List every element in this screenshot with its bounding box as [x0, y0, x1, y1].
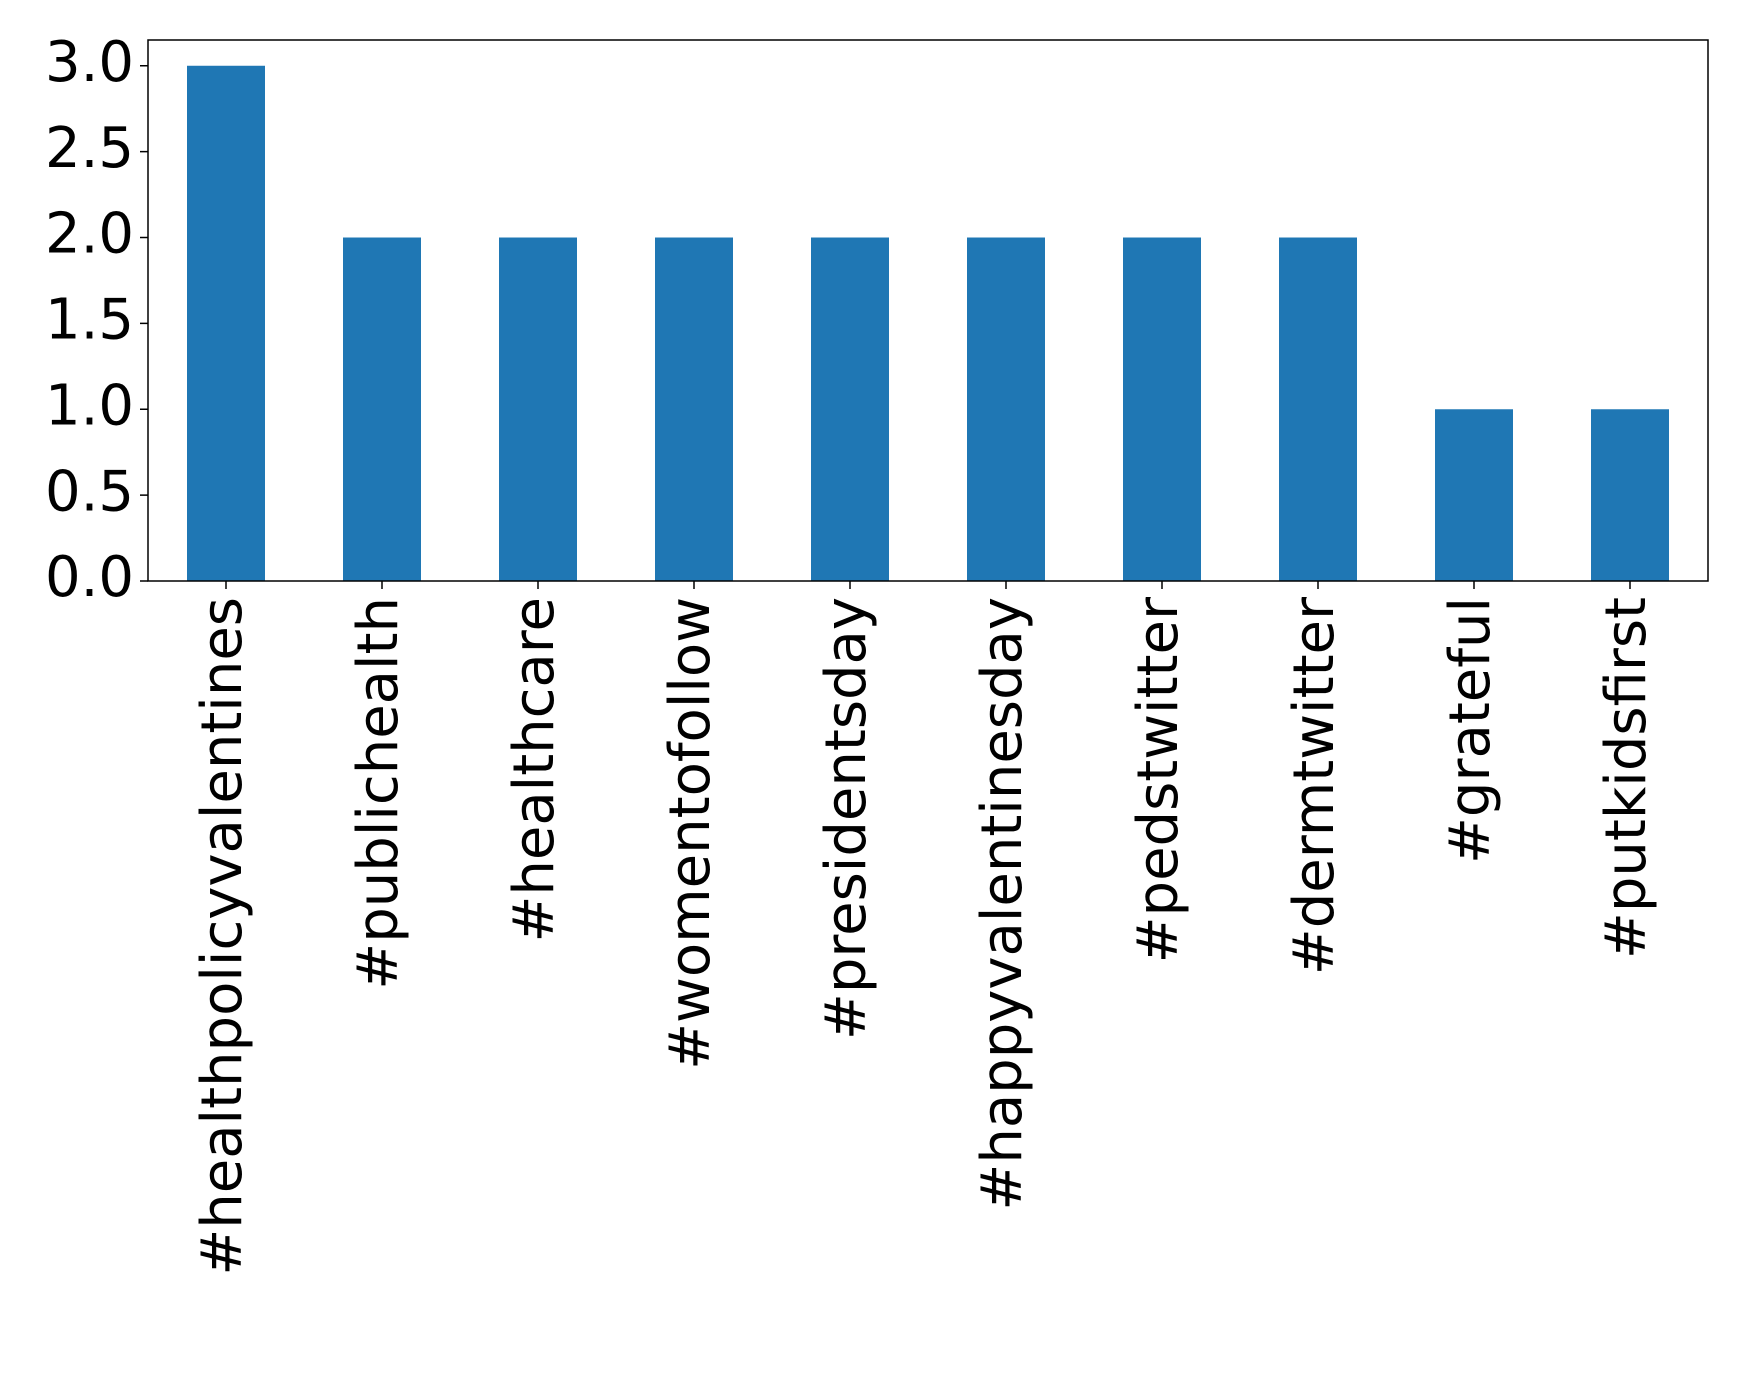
x-tick-label: #dermtwitter	[1282, 596, 1347, 975]
bar	[1591, 409, 1669, 581]
x-tick-label: #grateful	[1438, 597, 1503, 864]
y-tick-label: 1.0	[45, 373, 134, 438]
x-tick-label: #publichealth	[346, 597, 411, 990]
y-tick-label: 1.5	[45, 288, 134, 353]
y-tick-label: 3.0	[45, 30, 134, 95]
x-tick-label: #womentofollow	[658, 597, 723, 1070]
y-tick-label: 2.0	[45, 202, 134, 267]
bar	[811, 237, 889, 581]
x-tick-label: #healthpolicyvalentines	[190, 597, 255, 1276]
x-tick-label: #presidentsday	[814, 597, 879, 1040]
y-tick-label: 2.5	[45, 116, 134, 181]
y-tick-label: 0.5	[45, 459, 134, 524]
plot-frame	[147, 39, 1709, 582]
bar	[499, 237, 577, 581]
bar	[1435, 409, 1513, 581]
bar	[1123, 237, 1201, 581]
bar	[343, 237, 421, 581]
y-tick-label: 0.0	[45, 545, 134, 610]
x-tick-label: #happyvalentinesday	[970, 597, 1035, 1211]
x-tick-label: #pedstwitter	[1126, 596, 1191, 963]
bar	[1279, 237, 1357, 581]
bar	[967, 237, 1045, 581]
x-tick-label: #healthcare	[502, 597, 567, 943]
bar	[187, 65, 265, 581]
x-tick-label: #putkidsfirst	[1594, 597, 1659, 959]
bar	[655, 237, 733, 581]
